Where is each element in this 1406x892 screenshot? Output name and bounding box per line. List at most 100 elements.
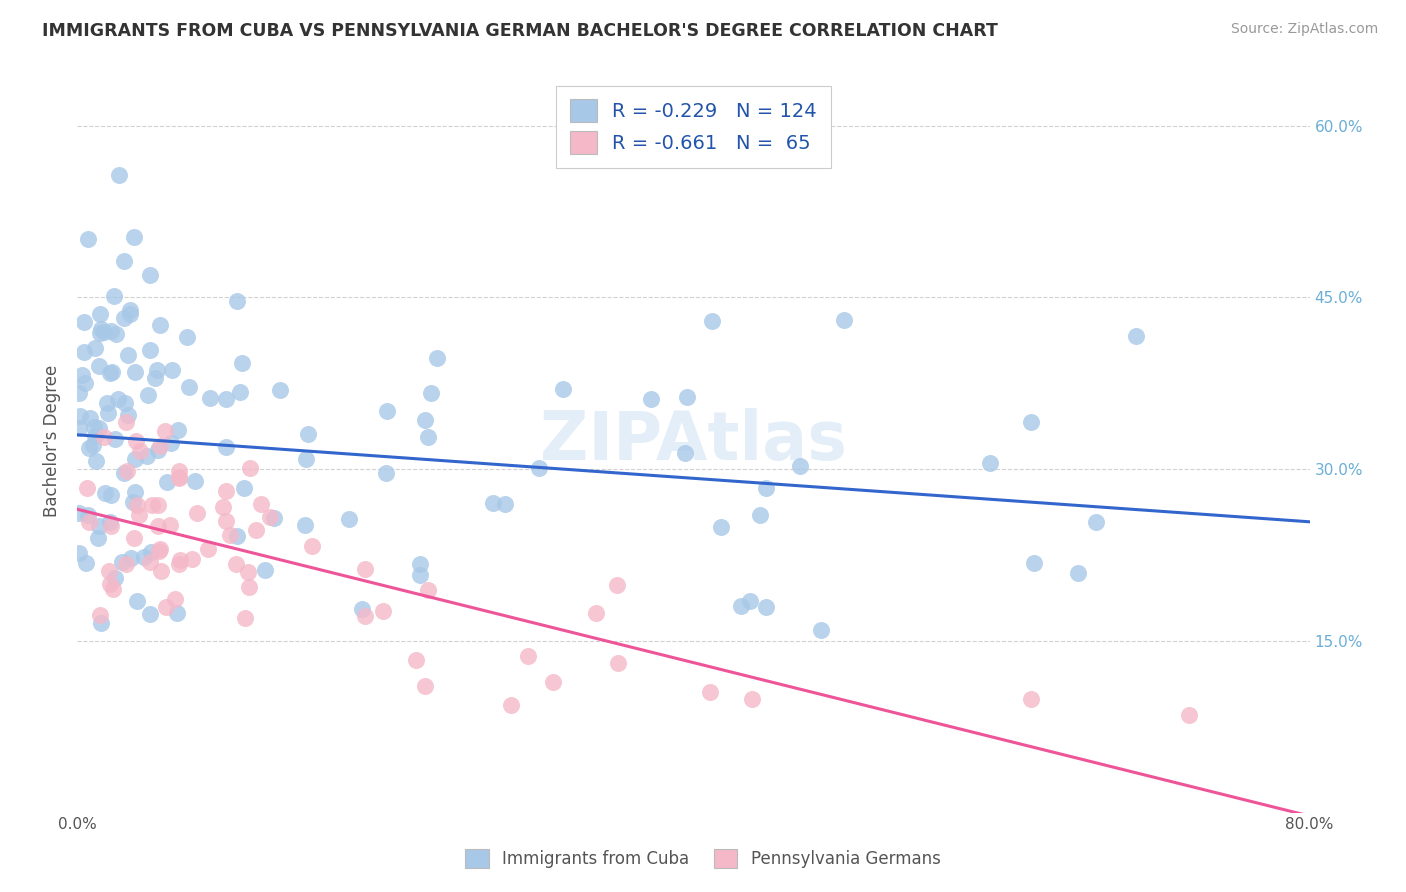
Point — [125, 594, 148, 608]
Point — [120, 551, 142, 566]
Point — [149, 542, 172, 557]
Point — [418, 430, 440, 444]
Point — [186, 506, 208, 520]
Point — [98, 577, 121, 591]
Point — [124, 365, 146, 379]
Point — [139, 545, 162, 559]
Point — [297, 427, 319, 442]
Point — [132, 550, 155, 565]
Point — [233, 481, 256, 495]
Point — [108, 168, 131, 182]
Point — [181, 552, 204, 566]
Point — [117, 409, 139, 423]
Point — [238, 566, 260, 580]
Point — [138, 555, 160, 569]
Point — [176, 330, 198, 344]
Point — [112, 311, 135, 326]
Point — [87, 531, 110, 545]
Point — [167, 423, 190, 437]
Point — [112, 253, 135, 268]
Point — [67, 506, 90, 520]
Point — [114, 416, 136, 430]
Point — [748, 508, 770, 523]
Point — [112, 467, 135, 481]
Point — [67, 385, 90, 400]
Point — [1125, 329, 1147, 343]
Point — [89, 607, 111, 622]
Point — [295, 452, 318, 467]
Point — [1085, 515, 1108, 529]
Point — [115, 464, 138, 478]
Point — [117, 348, 139, 362]
Point — [269, 383, 291, 397]
Point — [409, 557, 432, 571]
Text: IMMIGRANTS FROM CUBA VS PENNSYLVANIA GERMAN BACHELOR'S DEGREE CORRELATION CHART: IMMIGRANTS FROM CUBA VS PENNSYLVANIA GER… — [42, 22, 998, 40]
Point — [226, 293, 249, 308]
Point — [73, 345, 96, 359]
Point — [405, 653, 427, 667]
Point — [149, 564, 172, 578]
Point — [124, 452, 146, 467]
Point — [675, 446, 697, 460]
Point — [409, 568, 432, 582]
Point — [93, 430, 115, 444]
Point — [121, 494, 143, 508]
Point — [197, 541, 219, 556]
Point — [90, 322, 112, 336]
Point — [139, 343, 162, 357]
Point — [413, 413, 436, 427]
Point — [87, 421, 110, 435]
Point — [83, 341, 105, 355]
Point — [239, 461, 262, 475]
Point — [606, 578, 628, 592]
Point — [97, 406, 120, 420]
Point — [259, 510, 281, 524]
Point — [738, 594, 761, 608]
Point — [103, 289, 125, 303]
Point — [110, 556, 132, 570]
Point — [494, 497, 516, 511]
Point — [789, 458, 811, 473]
Point — [160, 363, 183, 377]
Point — [146, 442, 169, 457]
Point — [215, 514, 238, 528]
Point — [231, 356, 253, 370]
Point — [104, 433, 127, 447]
Point — [148, 318, 170, 333]
Point — [254, 563, 277, 577]
Point — [107, 392, 129, 407]
Point — [553, 382, 575, 396]
Point — [184, 475, 207, 489]
Point — [169, 553, 191, 567]
Point — [419, 385, 441, 400]
Point — [146, 498, 169, 512]
Point — [76, 481, 98, 495]
Point — [499, 698, 522, 712]
Point — [699, 684, 721, 698]
Point — [101, 365, 124, 379]
Point — [710, 520, 733, 534]
Point — [640, 392, 662, 406]
Point — [84, 454, 107, 468]
Point — [169, 557, 191, 571]
Point — [675, 390, 697, 404]
Point — [755, 481, 778, 495]
Point — [225, 557, 247, 571]
Point — [413, 680, 436, 694]
Point — [169, 464, 191, 478]
Point — [89, 326, 111, 340]
Point — [416, 583, 439, 598]
Point — [89, 307, 111, 321]
Point — [136, 388, 159, 402]
Point — [810, 624, 832, 638]
Point — [200, 391, 222, 405]
Legend: Immigrants from Cuba, Pennsylvania Germans: Immigrants from Cuba, Pennsylvania Germa… — [458, 842, 948, 875]
Point — [226, 529, 249, 543]
Point — [155, 599, 177, 614]
Point — [105, 326, 128, 341]
Point — [122, 531, 145, 545]
Point — [67, 421, 90, 435]
Point — [83, 429, 105, 443]
Point — [75, 376, 97, 390]
Point — [1022, 556, 1045, 570]
